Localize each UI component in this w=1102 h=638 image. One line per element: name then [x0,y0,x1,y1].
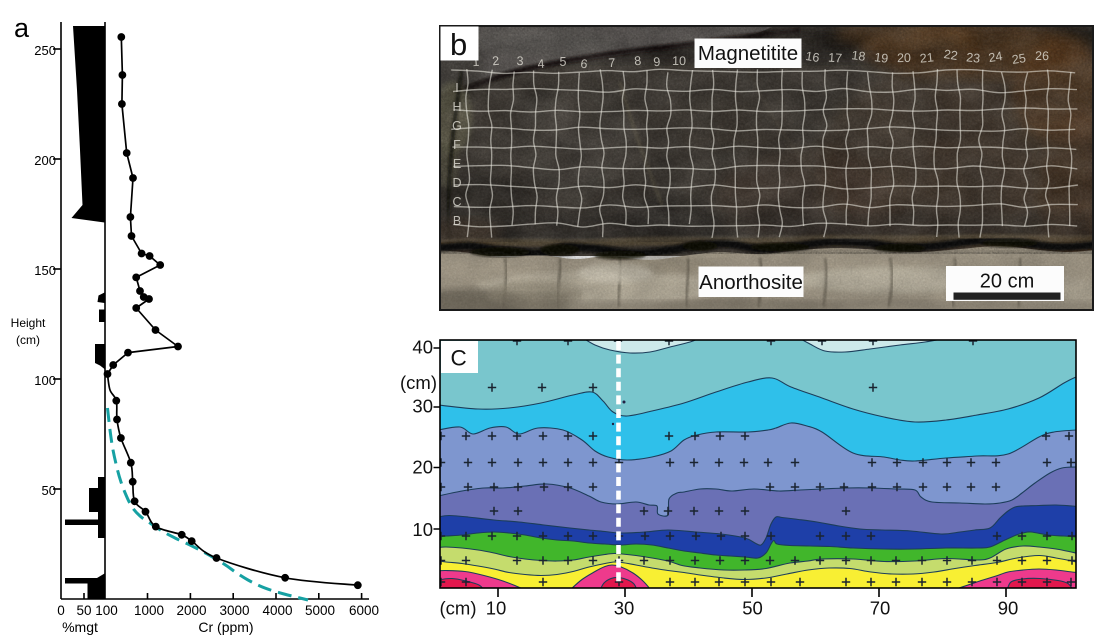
svg-text:16: 16 [805,49,821,65]
svg-text:F: F [453,138,461,152]
svg-text:6000: 6000 [349,603,379,618]
svg-text:Magnetitite: Magnetitite [698,42,798,65]
svg-text:2: 2 [492,54,500,69]
svg-text:4: 4 [537,57,545,72]
svg-text:10: 10 [672,54,686,68]
svg-text:21: 21 [919,50,934,65]
svg-text:%mgt: %mgt [62,619,98,635]
svg-text:23: 23 [966,50,981,65]
svg-text:Cr (ppm): Cr (ppm) [198,619,253,635]
svg-text:1: 1 [472,55,480,69]
svg-text:(cm): (cm) [16,333,40,347]
svg-text:C: C [451,346,467,371]
svg-text:Height: Height [11,316,46,330]
svg-text:100: 100 [95,603,118,618]
svg-text:17: 17 [828,51,843,66]
svg-text:50: 50 [742,598,763,619]
svg-text:70: 70 [870,598,891,619]
svg-text:100: 100 [34,373,56,388]
svg-text:3000: 3000 [219,603,249,618]
svg-text:2000: 2000 [176,603,206,618]
svg-text:H: H [452,100,461,114]
svg-text:8: 8 [634,54,642,69]
svg-text:200: 200 [34,153,56,168]
svg-text:4000: 4000 [262,603,292,618]
svg-text:(cm): (cm) [400,372,437,393]
svg-text:Anorthosite: Anorthosite [699,271,803,294]
svg-text:50: 50 [76,603,91,618]
svg-text:I: I [455,81,458,95]
svg-text:6: 6 [580,57,589,72]
svg-text:25: 25 [1011,51,1027,67]
svg-text:7: 7 [608,56,616,70]
svg-text:30: 30 [412,396,433,417]
svg-text:20: 20 [412,457,433,478]
svg-text:1000: 1000 [134,603,164,618]
svg-text:3: 3 [516,54,523,68]
svg-text:22: 22 [943,47,959,63]
svg-text:9: 9 [653,55,661,70]
svg-text:90: 90 [998,598,1019,619]
svg-text:B: B [453,214,461,228]
svg-text:G: G [452,119,462,133]
svg-text:30: 30 [614,598,635,619]
svg-text:10: 10 [412,519,433,540]
svg-text:C: C [452,195,461,209]
svg-text:0: 0 [57,603,65,618]
svg-text:b: b [450,27,467,62]
svg-text:10: 10 [486,598,507,619]
svg-text:20: 20 [897,51,911,65]
svg-text:50: 50 [42,483,56,498]
svg-text:20 cm: 20 cm [980,271,1034,293]
svg-text:40: 40 [412,337,433,358]
svg-text:18: 18 [851,48,867,64]
svg-text:D: D [452,176,461,190]
svg-text:a: a [14,13,30,43]
svg-text:19: 19 [873,50,889,66]
svg-text:(cm): (cm) [440,598,477,619]
svg-text:5: 5 [560,55,567,69]
svg-text:5000: 5000 [305,603,335,618]
svg-text:24: 24 [988,49,1004,65]
svg-text:250: 250 [34,43,56,58]
svg-text:26: 26 [1035,49,1049,63]
svg-text:E: E [453,157,461,171]
svg-text:150: 150 [34,263,56,278]
